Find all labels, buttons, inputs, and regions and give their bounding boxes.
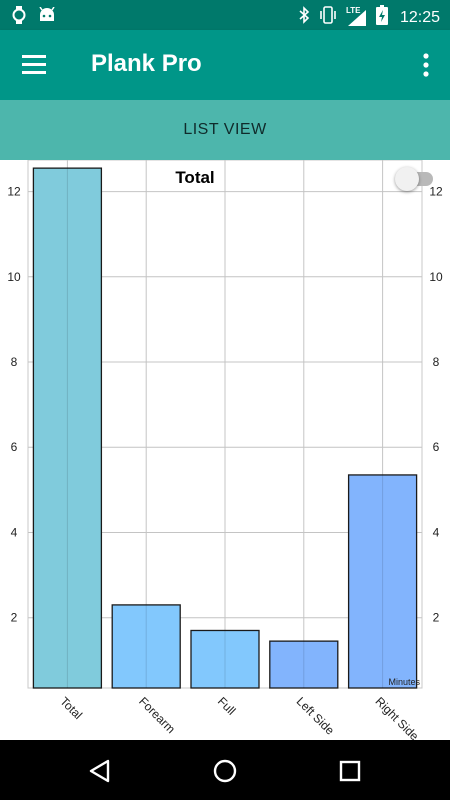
home-icon[interactable] [211, 758, 239, 784]
android-icon [38, 6, 56, 28]
battery-charging-icon [375, 5, 388, 30]
nav-bar [0, 740, 450, 800]
list-view-button[interactable]: LIST VIEW [183, 121, 267, 138]
y-tick-label-right: 10 [429, 270, 443, 284]
recents-icon[interactable] [336, 758, 364, 784]
toggle-thumb [395, 167, 419, 191]
y-tick-label-left: 2 [11, 611, 18, 625]
y-tick-label-right: 12 [429, 185, 443, 199]
y-tick-label-left: 6 [11, 440, 18, 454]
back-icon[interactable] [86, 758, 114, 784]
status-time: 12:25 [399, 8, 440, 26]
x-tick-label: Right Side [372, 694, 421, 740]
chart-toggle[interactable] [395, 166, 437, 191]
bar-chart: 2 2 4 4 6 6 8 8 10 10 12 12 Total Forearm Full Left Sid… [7, 159, 443, 744]
app-title: Plank Pro [91, 50, 202, 77]
bar-right-side [347, 474, 418, 689]
x-tick-label: Left Side [294, 694, 338, 738]
y-tick-label-right: 4 [433, 525, 440, 539]
signal-icon: LTE [345, 5, 368, 27]
bluetooth-icon [298, 6, 310, 29]
vibrate-icon [318, 6, 338, 29]
y-tick-label-right: 6 [433, 440, 440, 454]
more-vert-icon[interactable] [420, 52, 432, 78]
hamburger-menu-icon[interactable] [22, 53, 48, 75]
chart-area: 2 2 4 4 6 6 8 8 10 10 12 12 Total Forearm Full Left Sid… [0, 159, 450, 744]
list-view-bar: LIST VIEW [0, 100, 450, 160]
y-tick-label-left: 8 [11, 355, 18, 369]
unit-label: Minutes [388, 677, 420, 687]
app-bar: Plank Pro [0, 30, 450, 100]
bar-full [190, 629, 260, 689]
network-type-label: LTE [345, 5, 361, 15]
y-tick-label-left: 12 [7, 185, 21, 199]
bar-forearm [111, 604, 181, 689]
bar-total [32, 167, 103, 689]
y-tick-label-right: 8 [433, 355, 440, 369]
x-tick-label: Total [57, 694, 85, 722]
y-tick-label-left: 10 [7, 270, 21, 284]
chart-title: Total [175, 168, 215, 187]
y-tick-label-left: 4 [11, 525, 18, 539]
x-tick-label: Full [215, 694, 239, 718]
watch-icon [12, 6, 26, 29]
y-tick-label-right: 2 [433, 611, 440, 625]
x-tick-label: Forearm [136, 694, 178, 736]
bar-left-side [269, 640, 339, 689]
status-bar: LTE 12:25 [0, 0, 450, 30]
